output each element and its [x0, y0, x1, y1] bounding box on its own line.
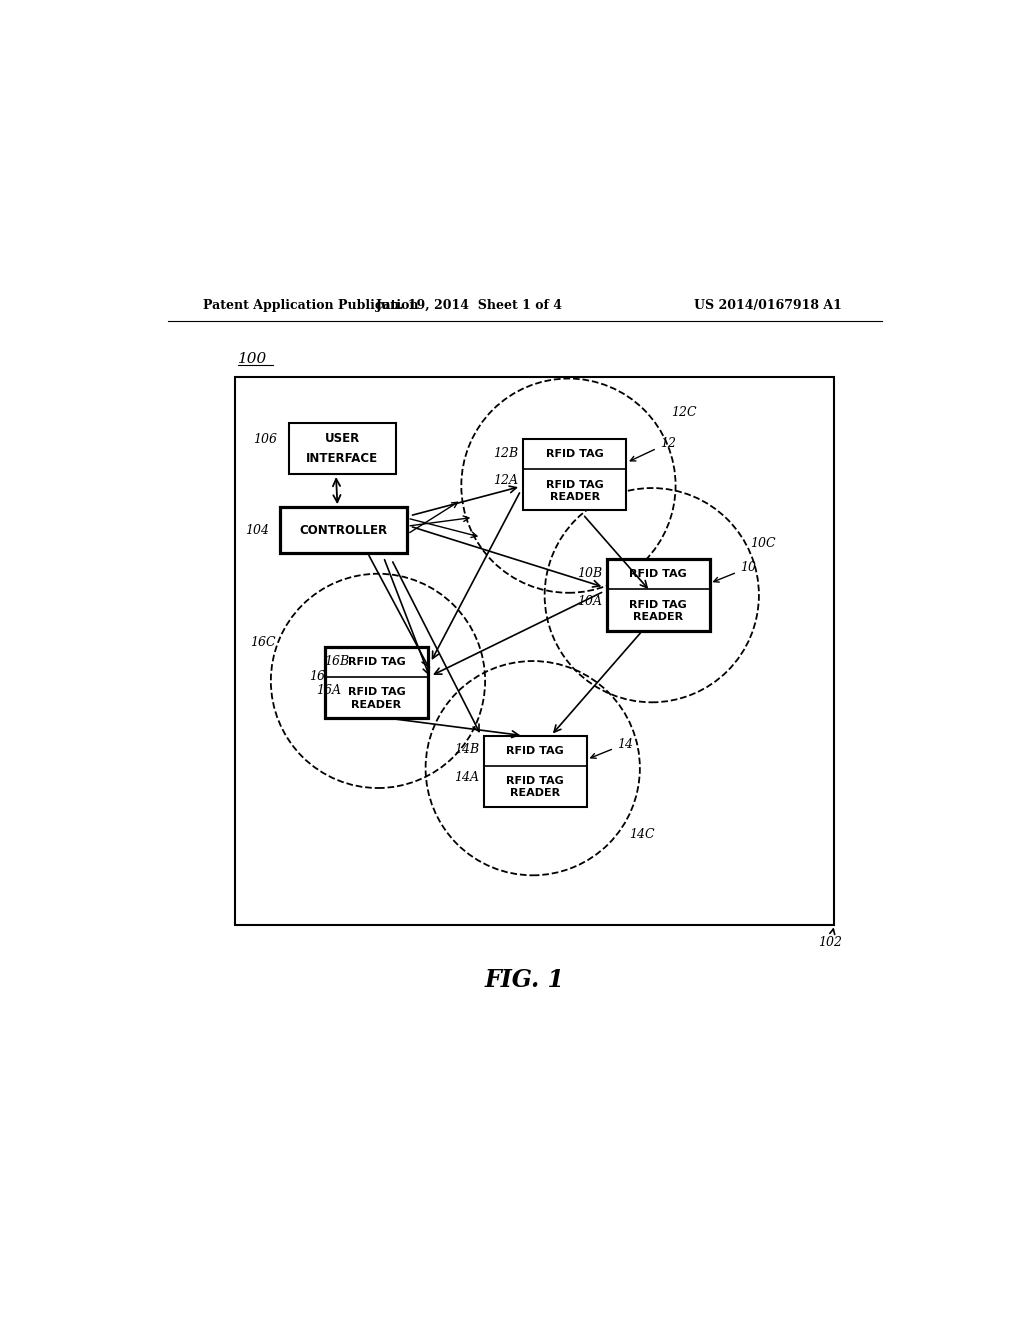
Bar — [483, 735, 587, 807]
Text: Jun. 19, 2014  Sheet 1 of 4: Jun. 19, 2014 Sheet 1 of 4 — [376, 300, 563, 312]
Text: RFID TAG: RFID TAG — [546, 479, 604, 490]
Text: RFID TAG: RFID TAG — [546, 449, 604, 459]
Text: 106: 106 — [253, 433, 278, 446]
Text: 100: 100 — [238, 351, 267, 366]
Bar — [325, 647, 428, 718]
Text: 12C: 12C — [671, 407, 696, 420]
Text: 14: 14 — [591, 738, 633, 758]
Text: READER: READER — [633, 612, 683, 622]
Text: 10: 10 — [714, 561, 756, 582]
Text: RFID TAG: RFID TAG — [630, 601, 687, 610]
Text: RFID TAG: RFID TAG — [506, 746, 564, 755]
Text: RFID TAG: RFID TAG — [630, 569, 687, 579]
Text: 102: 102 — [818, 929, 843, 949]
Text: USER: USER — [325, 433, 359, 445]
Text: READER: READER — [351, 700, 401, 710]
Bar — [523, 438, 627, 511]
Text: 16C: 16C — [250, 636, 275, 649]
Text: 14C: 14C — [630, 829, 655, 841]
Text: INTERFACE: INTERFACE — [306, 453, 378, 465]
Text: RFID TAG: RFID TAG — [347, 688, 406, 697]
Text: RFID TAG: RFID TAG — [506, 776, 564, 787]
Text: 10B: 10B — [577, 568, 602, 581]
Text: 104: 104 — [246, 524, 269, 537]
Text: FIG. 1: FIG. 1 — [484, 968, 565, 993]
Bar — [289, 422, 396, 474]
Text: 14A: 14A — [454, 771, 479, 784]
Text: 12B: 12B — [494, 446, 518, 459]
Text: 10C: 10C — [750, 537, 776, 550]
Text: READER: READER — [550, 491, 600, 502]
Text: 10A: 10A — [577, 595, 602, 609]
Text: 16: 16 — [309, 669, 325, 682]
Text: 14B: 14B — [454, 743, 479, 756]
Text: Patent Application Publication: Patent Application Publication — [204, 300, 419, 312]
Text: RFID TAG: RFID TAG — [347, 657, 406, 667]
Text: US 2014/0167918 A1: US 2014/0167918 A1 — [694, 300, 842, 312]
Bar — [236, 378, 835, 924]
Text: 16B: 16B — [325, 655, 349, 668]
Bar — [281, 507, 408, 553]
Bar — [606, 560, 710, 631]
Text: 12A: 12A — [494, 474, 518, 487]
Text: 16A: 16A — [316, 684, 341, 697]
Text: CONTROLLER: CONTROLLER — [300, 524, 388, 537]
Text: READER: READER — [510, 788, 560, 799]
Text: 12: 12 — [631, 437, 676, 461]
